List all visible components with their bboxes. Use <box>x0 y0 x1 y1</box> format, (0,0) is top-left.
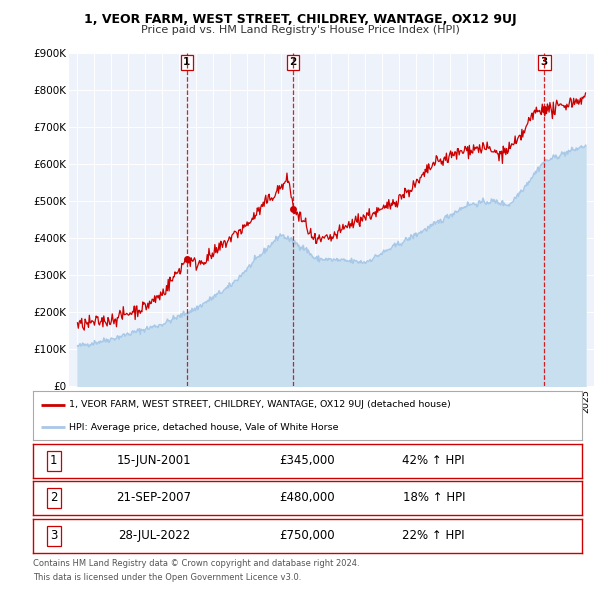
Text: 3: 3 <box>541 57 548 67</box>
Text: 15-JUN-2001: 15-JUN-2001 <box>116 454 191 467</box>
Text: £750,000: £750,000 <box>280 529 335 542</box>
Text: 42% ↑ HPI: 42% ↑ HPI <box>403 454 465 467</box>
Text: Price paid vs. HM Land Registry's House Price Index (HPI): Price paid vs. HM Land Registry's House … <box>140 25 460 35</box>
Text: 22% ↑ HPI: 22% ↑ HPI <box>403 529 465 542</box>
Text: £345,000: £345,000 <box>280 454 335 467</box>
Text: HPI: Average price, detached house, Vale of White Horse: HPI: Average price, detached house, Vale… <box>68 423 338 432</box>
Text: 28-JUL-2022: 28-JUL-2022 <box>118 529 190 542</box>
Text: 3: 3 <box>50 529 58 542</box>
Text: 1, VEOR FARM, WEST STREET, CHILDREY, WANTAGE, OX12 9UJ: 1, VEOR FARM, WEST STREET, CHILDREY, WAN… <box>83 13 517 26</box>
Text: 2: 2 <box>50 491 58 504</box>
Text: 2: 2 <box>289 57 296 67</box>
Text: 1: 1 <box>183 57 190 67</box>
Text: 18% ↑ HPI: 18% ↑ HPI <box>403 491 465 504</box>
Text: 21-SEP-2007: 21-SEP-2007 <box>116 491 191 504</box>
Text: This data is licensed under the Open Government Licence v3.0.: This data is licensed under the Open Gov… <box>33 573 301 582</box>
Text: £480,000: £480,000 <box>280 491 335 504</box>
Text: 1: 1 <box>50 454 58 467</box>
Text: 1, VEOR FARM, WEST STREET, CHILDREY, WANTAGE, OX12 9UJ (detached house): 1, VEOR FARM, WEST STREET, CHILDREY, WAN… <box>68 400 451 409</box>
Text: Contains HM Land Registry data © Crown copyright and database right 2024.: Contains HM Land Registry data © Crown c… <box>33 559 359 568</box>
